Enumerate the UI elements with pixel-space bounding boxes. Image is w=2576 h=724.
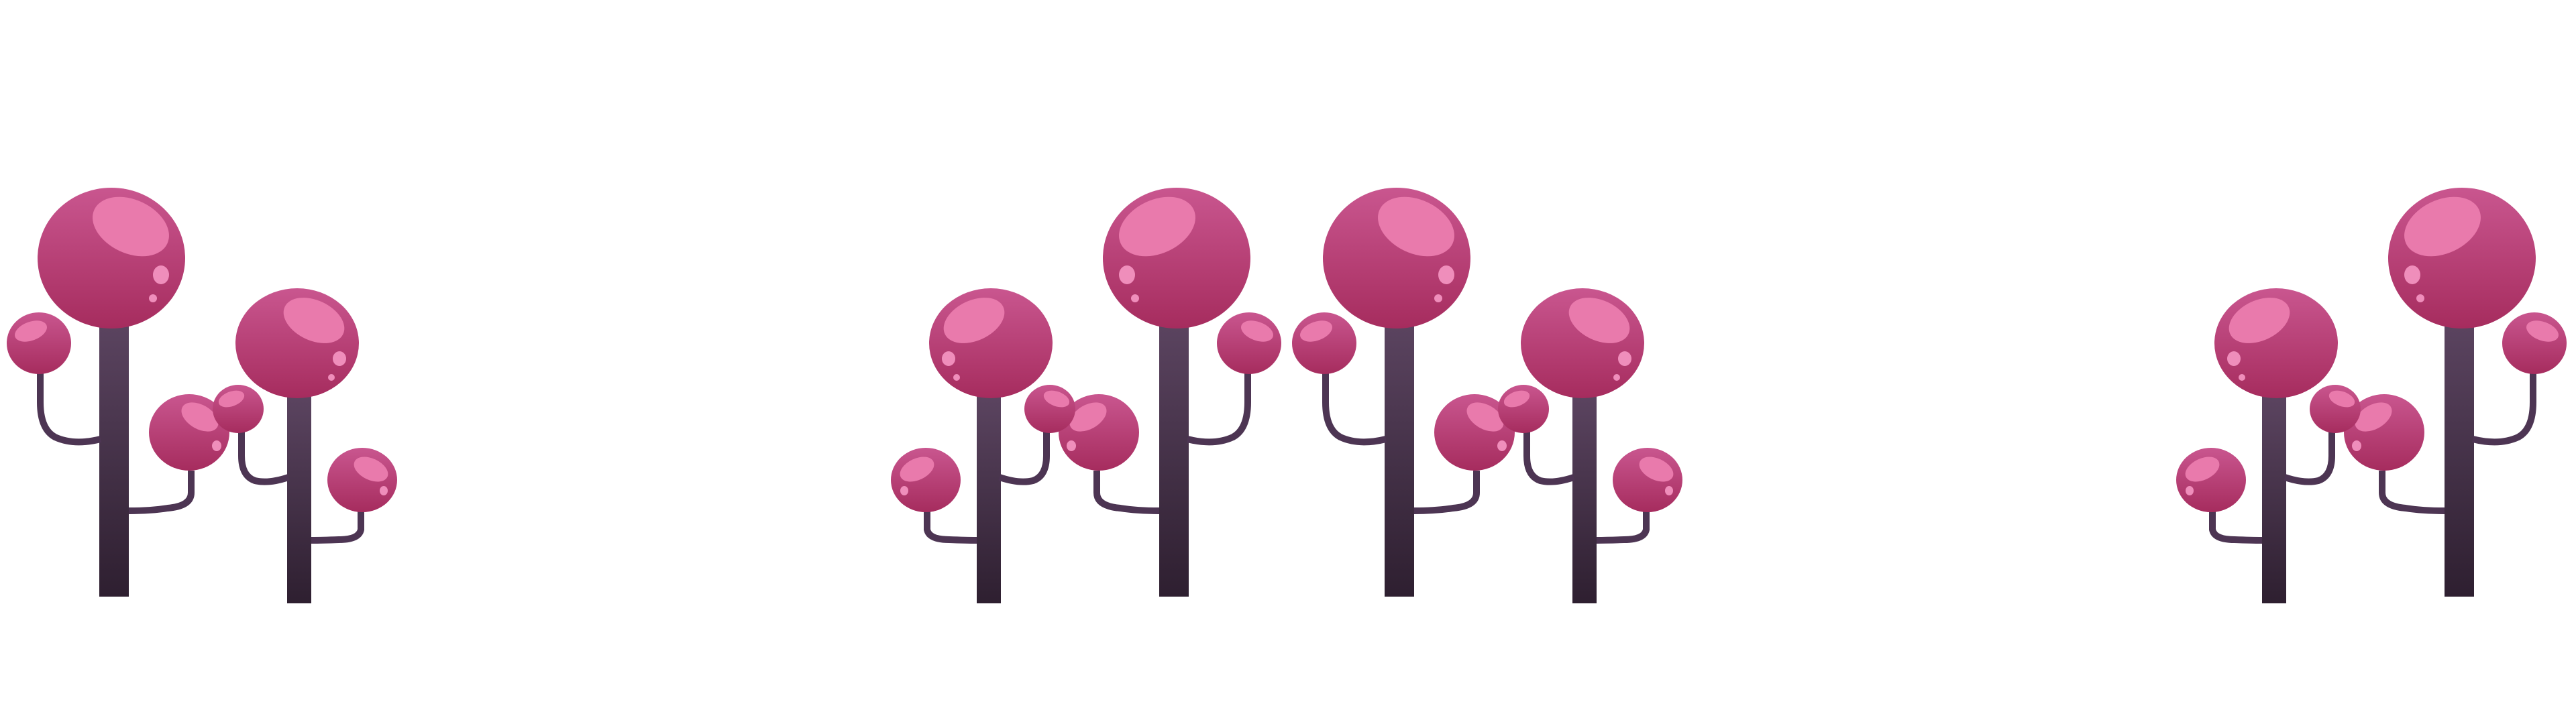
- tree-group-3: [1292, 185, 1682, 603]
- tree-group-4: [2176, 185, 2567, 603]
- tree-group-2: [891, 185, 1281, 603]
- tree-group-1: [7, 185, 397, 603]
